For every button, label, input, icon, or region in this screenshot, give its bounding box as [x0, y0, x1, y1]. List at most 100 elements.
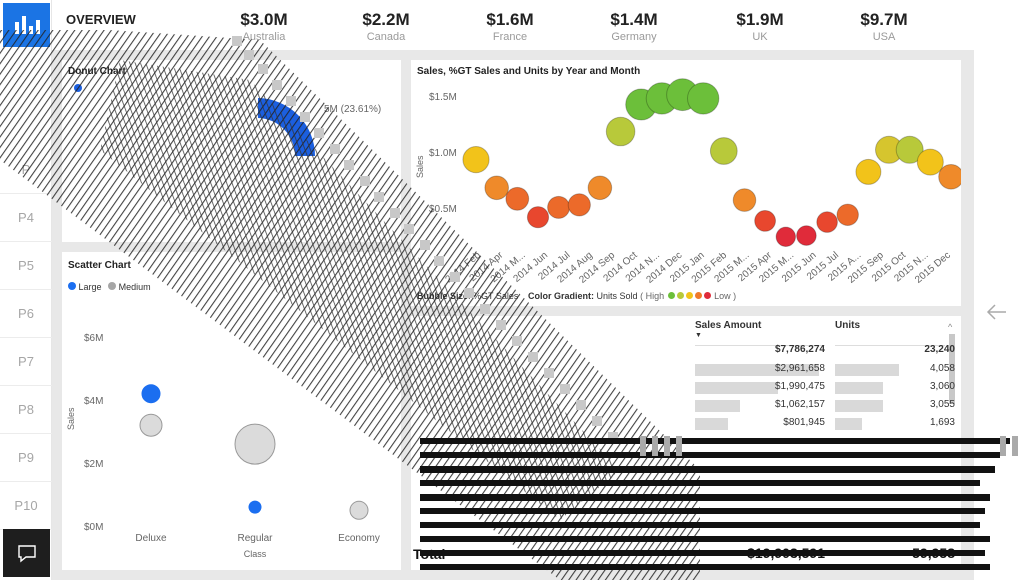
units-cell: 1,693 — [929, 417, 955, 428]
logo-bar — [15, 22, 19, 34]
bubble-point[interactable] — [567, 193, 591, 217]
nav-page-p4[interactable]: P4 — [0, 194, 52, 242]
donut-chart-panel[interactable]: Donut Chart 5M (23.61%) — [62, 60, 401, 242]
y-axis-label: Sales — [66, 407, 76, 430]
units-databar — [835, 382, 883, 394]
y-tick: $2M — [84, 459, 103, 470]
bubble-point[interactable] — [462, 146, 490, 174]
bubble-point[interactable] — [916, 148, 944, 176]
sales-bubble-chart-panel[interactable]: Sales, %GT Sales and Units by Year and M… — [411, 60, 961, 306]
back-arrow-icon[interactable] — [974, 50, 1024, 580]
bubble-point[interactable] — [938, 164, 961, 190]
units-cell: 4,058 — [929, 363, 955, 374]
units-databar — [835, 418, 862, 430]
table-row[interactable]: $801,945 1,693 — [411, 416, 961, 432]
bubble-point[interactable] — [754, 210, 777, 232]
donut-slice[interactable] — [258, 98, 315, 156]
bubble-point[interactable] — [796, 225, 817, 246]
scatter-point[interactable] — [248, 500, 262, 514]
grand-total-sales: $19,903,591 — [747, 545, 825, 561]
bubble-point[interactable] — [709, 137, 738, 165]
nav-page-p10[interactable]: P10 — [0, 482, 52, 530]
y-tick: $1.5M — [429, 92, 457, 103]
sales-databar — [695, 418, 728, 430]
bubble-point[interactable] — [816, 211, 838, 233]
report-canvas: Donut Chart 5M (23.61%) Sales, %GT Sales… — [52, 50, 974, 580]
powerbi-logo-icon[interactable] — [3, 3, 50, 47]
bubble-point[interactable] — [895, 135, 924, 164]
table-row[interactable]: $2,961,658 4,058 — [411, 362, 961, 378]
donut-slice-label: 5M (23.61%) — [324, 104, 381, 115]
matrix-panel[interactable]: Sales Amount ▼ Units ^ $7,786,274 23,240… — [411, 316, 961, 570]
kpi-value: $1.6M — [486, 10, 534, 29]
column-header-sales[interactable]: Sales Amount ▼ — [695, 320, 825, 346]
units-databar — [835, 400, 883, 412]
overview-title[interactable]: OVERVIEW — [66, 12, 136, 27]
kpi-label: USA — [872, 31, 896, 43]
bubble-point[interactable] — [526, 206, 550, 229]
kpi-card: $1.9M UK — [710, 10, 810, 43]
table-row[interactable]: $1,990,475 3,060 — [411, 380, 961, 396]
nav-page-partial[interactable]: P — [0, 146, 52, 194]
kpi-value: $9.7M — [860, 10, 908, 29]
column-header-units[interactable]: Units — [835, 320, 945, 346]
sales-cell: $1,062,157 — [774, 399, 825, 410]
x-tick: Deluxe — [135, 533, 167, 544]
scatter-point[interactable] — [234, 423, 276, 465]
scatter-point[interactable] — [349, 500, 369, 520]
units-databar — [835, 364, 899, 376]
gradient-dots — [667, 291, 712, 301]
scrollbar-thumb[interactable] — [949, 334, 955, 404]
bubble-size-label: Bubble Size — [417, 291, 469, 301]
kpi-card: $9.7M USA — [834, 10, 934, 43]
kpi-label: UK — [752, 31, 768, 43]
scatter-chart: $6M $4M $2M $0M Sales Deluxe Regular Eco… — [66, 333, 380, 559]
grand-total-units: 59,958 — [912, 545, 955, 561]
kpi-value: $1.4M — [610, 10, 658, 29]
kpi-value: $1.9M — [736, 10, 784, 29]
logo-bar — [29, 26, 33, 34]
bubble-point[interactable] — [775, 226, 796, 248]
kpi-header: $3.0M Australia $2.2M Canada $1.6M France $… — [52, 0, 1024, 50]
bubble-point[interactable] — [732, 188, 757, 212]
table-row[interactable]: $1,062,157 3,055 — [411, 398, 961, 414]
bubble-point[interactable] — [687, 82, 720, 115]
kpi-value: $2.2M — [362, 10, 410, 29]
chat-icon — [18, 545, 36, 563]
kpi-value: $3.0M — [240, 10, 288, 29]
bubble-point[interactable] — [587, 175, 613, 201]
donut-chart: 5M (23.61%) — [74, 84, 381, 156]
bubble-point[interactable] — [484, 175, 509, 201]
scatter-point[interactable] — [141, 384, 161, 404]
scroll-up-icon[interactable]: ^ — [948, 322, 953, 332]
nav-page-p8[interactable]: P8 — [0, 386, 52, 434]
sales-cell: $801,945 — [783, 417, 825, 428]
color-gradient-legend: Color Gradient: Units Sold ( High Low ) — [528, 291, 736, 301]
scatter-chart-panel[interactable]: Scatter Chart Large Medium $6M $4M $2M $… — [62, 252, 401, 570]
nav-page-p7[interactable]: P7 — [0, 338, 52, 386]
scatter-point[interactable] — [139, 413, 163, 437]
bubble-point[interactable] — [855, 158, 882, 185]
bubble-point[interactable] — [505, 186, 530, 211]
gradient-label: Color Gradient: — [528, 291, 595, 301]
column-header-sales-label: Sales Amount — [695, 320, 762, 331]
sales-databar — [695, 364, 819, 376]
right-panel-strip — [974, 50, 1024, 580]
chat-button[interactable] — [3, 529, 50, 577]
bubble-point[interactable] — [605, 116, 636, 147]
sales-databar — [695, 400, 740, 412]
nav-page-p6[interactable]: P6 — [0, 290, 52, 338]
y-tick: $0.5M — [429, 204, 457, 215]
total-units-cell: 23,240 — [924, 344, 955, 355]
y-axis-label: Sales — [415, 155, 425, 178]
nav-page-p9[interactable]: P9 — [0, 434, 52, 482]
nav-page-p5[interactable]: P5 — [0, 242, 52, 290]
kpi-label: Canada — [366, 31, 406, 43]
total-sales-cell: $7,786,274 — [774, 344, 825, 355]
units-cell: 3,055 — [929, 399, 955, 410]
kpi-card: $3.0M Australia — [214, 10, 314, 43]
bubble-point[interactable] — [836, 203, 859, 227]
bubble-point[interactable] — [547, 195, 571, 219]
